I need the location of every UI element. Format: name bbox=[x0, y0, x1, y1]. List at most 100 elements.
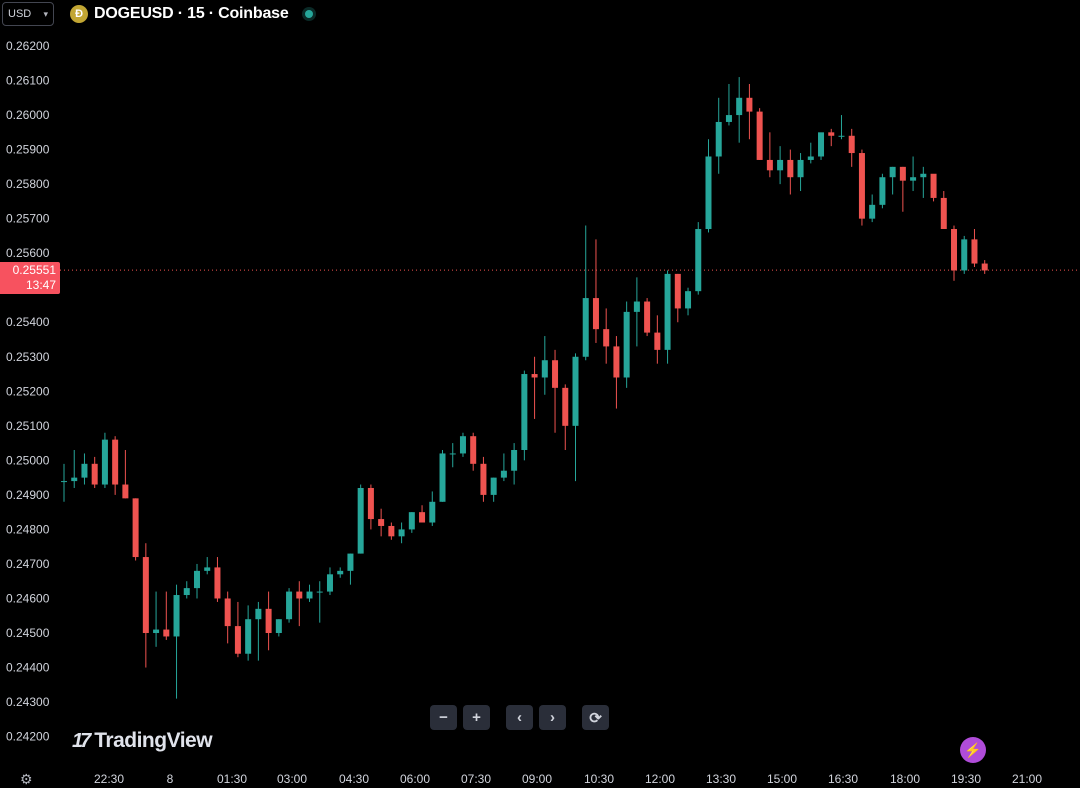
symbol-title: DOGEUSD · 15 · Coinbase bbox=[94, 5, 289, 22]
candle-body bbox=[828, 132, 835, 136]
symbol-header[interactable]: Ð DOGEUSD · 15 · Coinbase bbox=[70, 3, 313, 25]
candle-body bbox=[296, 591, 303, 599]
candle-body bbox=[255, 608, 262, 620]
tradingview-logo-text: TradingView bbox=[94, 729, 213, 752]
candle-body bbox=[521, 374, 528, 451]
candle-body bbox=[705, 156, 712, 230]
y-tick-label: 0.24800 bbox=[6, 522, 50, 536]
currency-label: USD bbox=[8, 8, 32, 20]
candle-body bbox=[224, 598, 231, 627]
candle-body bbox=[204, 567, 211, 571]
scroll-right-button[interactable]: › bbox=[539, 705, 566, 730]
lightning-icon[interactable]: ⚡ bbox=[960, 737, 986, 763]
zoom-in-button[interactable]: + bbox=[463, 705, 490, 730]
gear-icon[interactable]: ⚙ bbox=[20, 771, 33, 787]
candle-body bbox=[736, 97, 743, 116]
y-tick-label: 0.25100 bbox=[6, 419, 50, 433]
candle-body bbox=[439, 453, 446, 502]
x-tick-label: 18:00 bbox=[890, 772, 920, 786]
y-tick-label: 0.24400 bbox=[6, 661, 50, 675]
candle-body bbox=[326, 574, 333, 592]
candle-body bbox=[695, 229, 702, 292]
y-tick-label: 0.24300 bbox=[6, 695, 50, 709]
candle-body bbox=[981, 263, 988, 271]
candle-body bbox=[500, 470, 507, 478]
y-tick-label: 0.25300 bbox=[6, 350, 50, 364]
y-tick-label: 0.25700 bbox=[6, 212, 50, 226]
tradingview-logo[interactable]: 17 TradingView bbox=[72, 729, 213, 753]
candle-body bbox=[163, 629, 170, 637]
candle-body bbox=[889, 166, 896, 178]
candle-body bbox=[572, 356, 579, 426]
candle-body bbox=[582, 298, 589, 357]
x-tick-label: 09:00 bbox=[522, 772, 552, 786]
candle-body bbox=[470, 436, 477, 464]
candle-body bbox=[132, 498, 139, 558]
candle-body bbox=[879, 177, 886, 205]
candle-body bbox=[419, 512, 426, 523]
candle-body bbox=[930, 173, 937, 198]
candle-body bbox=[112, 439, 119, 485]
candle-body bbox=[685, 291, 692, 309]
candle-body bbox=[940, 197, 947, 230]
x-tick-label: 15:00 bbox=[767, 772, 797, 786]
candle-body bbox=[153, 629, 160, 634]
last-price-value: 0.25551 bbox=[12, 263, 56, 277]
candle-body bbox=[265, 608, 272, 634]
candle-body bbox=[490, 477, 497, 495]
candle-body bbox=[725, 115, 732, 122]
candle-body bbox=[818, 132, 825, 157]
currency-selector[interactable]: USD ▾ bbox=[2, 2, 54, 26]
x-tick-label: 19:30 bbox=[951, 772, 981, 786]
candle-body bbox=[367, 487, 374, 520]
x-tick-label: 12:00 bbox=[645, 772, 675, 786]
candle-body bbox=[797, 159, 804, 178]
candle-body bbox=[81, 463, 88, 478]
candle-body bbox=[541, 360, 548, 378]
candle-body bbox=[623, 311, 630, 378]
x-tick-label: 03:00 bbox=[277, 772, 307, 786]
tradingview-mark-icon: 17 bbox=[72, 729, 91, 752]
x-tick-label: 04:30 bbox=[339, 772, 369, 786]
candle-body bbox=[459, 436, 466, 454]
candle-body bbox=[951, 229, 958, 271]
candle-body bbox=[142, 557, 149, 634]
candle-body bbox=[449, 453, 456, 455]
candle-body bbox=[756, 111, 763, 160]
y-tick-label: 0.25600 bbox=[6, 246, 50, 260]
candle-body bbox=[531, 374, 538, 378]
y-tick-label: 0.24900 bbox=[6, 488, 50, 502]
candle-body bbox=[480, 463, 487, 495]
x-tick-label: 16:30 bbox=[828, 772, 858, 786]
chart-controls: − + ‹ › ⟳ bbox=[430, 705, 609, 730]
candle-body bbox=[61, 481, 67, 483]
candle-body bbox=[234, 626, 241, 654]
candle-body bbox=[378, 519, 385, 526]
scroll-left-button[interactable]: ‹ bbox=[506, 705, 533, 730]
candle-body bbox=[306, 591, 313, 599]
candle-countdown: 13:47 bbox=[25, 278, 56, 292]
candle-body bbox=[664, 273, 671, 350]
candle-body bbox=[122, 484, 129, 499]
candle-body bbox=[807, 156, 814, 160]
candle-body bbox=[357, 487, 364, 554]
candle-body bbox=[173, 595, 180, 637]
x-tick-label: 10:30 bbox=[584, 772, 614, 786]
y-tick-label: 0.25900 bbox=[6, 143, 50, 157]
candle-body bbox=[275, 619, 282, 634]
x-tick-label: 07:30 bbox=[461, 772, 491, 786]
x-tick-label: 21:00 bbox=[1012, 772, 1042, 786]
candle-body bbox=[592, 298, 599, 330]
y-tick-label: 0.26100 bbox=[6, 74, 50, 88]
candle-body bbox=[562, 387, 569, 426]
candle-body bbox=[848, 135, 855, 154]
last-price-label: 0.25551 13:47 bbox=[0, 262, 60, 294]
y-tick-label: 0.24500 bbox=[6, 626, 50, 640]
candle-body bbox=[746, 97, 753, 112]
reset-chart-button[interactable]: ⟳ bbox=[582, 705, 609, 730]
zoom-out-button[interactable]: − bbox=[430, 705, 457, 730]
candle-body bbox=[910, 177, 917, 181]
candle-body bbox=[715, 121, 722, 157]
market-status-icon[interactable] bbox=[304, 10, 313, 18]
